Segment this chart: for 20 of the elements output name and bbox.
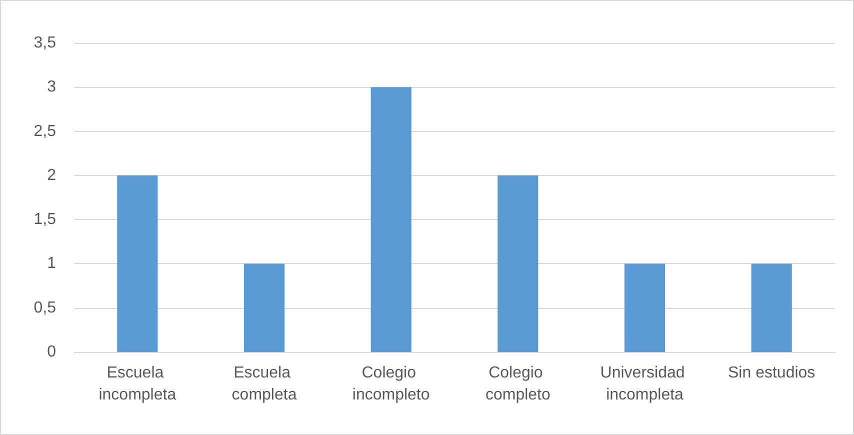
bar xyxy=(370,87,412,352)
bar xyxy=(498,175,538,352)
x-tick-label: Universidad incompleta xyxy=(600,364,690,404)
x-tick-label: Sin estudios xyxy=(728,364,816,382)
x-tick-label: Colegio completo xyxy=(485,364,550,404)
y-tick-label: 2 xyxy=(47,166,56,184)
y-tick-label: 0,5 xyxy=(34,299,56,316)
y-tick-label: 1 xyxy=(47,255,56,272)
y-tick-label: 3,5 xyxy=(34,34,56,52)
y-tick-label: 2,5 xyxy=(34,122,56,140)
x-tick-label: Colegio incompleto xyxy=(352,364,430,404)
y-tick-label: 3 xyxy=(47,78,56,96)
y-tick-label: 0 xyxy=(47,344,56,360)
x-tick-label: Escuela completa xyxy=(232,364,297,404)
bar xyxy=(751,264,792,352)
y-tick-label: 1,5 xyxy=(34,211,56,228)
bar xyxy=(624,264,666,352)
x-tick-label: Escuela incompleta xyxy=(98,364,176,404)
bar xyxy=(244,264,285,352)
bar xyxy=(117,175,158,352)
